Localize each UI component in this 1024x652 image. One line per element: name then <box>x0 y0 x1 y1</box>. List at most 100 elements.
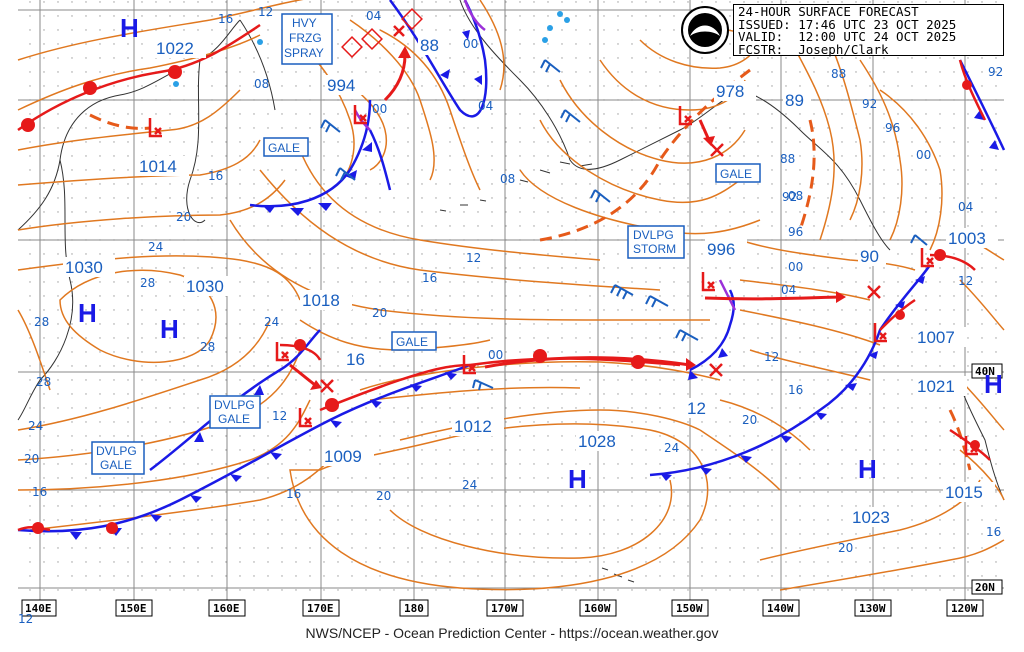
pressure-value: 1022 <box>156 39 194 58</box>
lon-label-120w: 120W <box>951 602 978 615</box>
isobar-label: 88 <box>780 152 795 166</box>
isobar-label: 28 <box>36 375 51 389</box>
lon-label-160e: 160E <box>213 602 240 615</box>
pressure-value: 1014 <box>139 157 177 176</box>
pressure-center-letters: H H H H H H <box>78 13 1003 494</box>
header-forecaster: FCSTR: Joseph/Clark <box>738 41 889 57</box>
isobar-label: 24 <box>664 441 679 455</box>
pressure-value: 1015 <box>945 483 983 502</box>
isobar-label: 08 <box>254 77 269 91</box>
pressure-value: 978 <box>716 82 744 101</box>
pressure-value: 1030 <box>65 258 103 277</box>
warning-text: FRZG <box>289 31 322 45</box>
forecast-header: 24-HOUR SURFACE FORECAST ISSUED: 17:46 UT… <box>733 4 1004 56</box>
wind-barbs <box>320 59 928 391</box>
high-center-letter: H <box>858 454 877 484</box>
lon-label-160w: 160W <box>584 602 611 615</box>
pressure-value: 1009 <box>324 447 362 466</box>
high-center-letter: H <box>78 298 97 328</box>
isobar-label: 16 <box>208 169 223 183</box>
longitude-axis: 140E 150E 160E 170E 180 170W 160W 150W 1… <box>21 363 1003 617</box>
isobar-label: 12 <box>466 251 481 265</box>
cold-front-barbs <box>70 30 999 540</box>
warning-text: GALE <box>100 458 132 472</box>
high-center-letter: H <box>160 314 179 344</box>
lon-label-150w: 150W <box>676 602 703 615</box>
high-center-letter: H <box>984 369 1003 399</box>
lon-label-170e: 170E <box>307 602 334 615</box>
isobar-label: 12 <box>258 5 273 19</box>
isobar-label: 88 <box>831 67 846 81</box>
warning-text: STORM <box>633 242 676 256</box>
isobar-label: 04 <box>781 283 796 297</box>
warning-text: GALE <box>396 335 428 349</box>
lon-label-150e: 150E <box>120 602 147 615</box>
isobar-label: 04 <box>478 99 493 113</box>
header-valid: VALID: 12:00 UTC 24 OCT 2025 <box>738 29 957 44</box>
pressure-value: 1018 <box>302 291 340 310</box>
isobar-label: 16 <box>32 485 47 499</box>
isobar-label: 24 <box>462 478 477 492</box>
pressure-value: 994 <box>327 76 355 95</box>
pressure-value: 12 <box>687 399 706 418</box>
isobar-label: 20 <box>176 210 191 224</box>
forecast-position-markers <box>320 25 881 393</box>
warning-text: HVY <box>292 16 317 30</box>
lon-label-140w: 140W <box>767 602 794 615</box>
warning-text: GALE <box>218 412 250 426</box>
lat-label-40n: 40N <box>975 365 995 378</box>
ice-markers <box>173 11 570 87</box>
lon-label-140e: 140E <box>25 602 52 615</box>
pressure-value: 1030 <box>186 277 224 296</box>
pressure-value: 88 <box>420 36 439 55</box>
lon-label-180: 180 <box>404 602 424 615</box>
isobar-label: 20 <box>838 541 853 555</box>
isobar-label: 20 <box>376 489 391 503</box>
pressure-value: 1023 <box>852 508 890 527</box>
lon-label-130w: 130W <box>859 602 886 615</box>
warning-boxes: HVY FRZG SPRAY GALE GALE GALE DVLPG STOR… <box>91 13 761 475</box>
pressure-value: 996 <box>707 240 735 259</box>
pressure-values: 1022 1014 1030 1030 994 1018 1009 1012 1… <box>63 35 998 527</box>
pressure-value: 16 <box>346 350 365 369</box>
warning-text: DVLPG <box>633 228 674 242</box>
header-issued: ISSUED: 17:46 UTC 23 OCT 2025 <box>738 16 957 32</box>
high-center-letter: H <box>568 464 587 494</box>
pressure-value: 1021 <box>917 377 955 396</box>
isobar-label: 12 <box>272 409 287 423</box>
isobar-label: 20 <box>372 306 387 320</box>
low-symbols <box>148 105 978 456</box>
noaa-logo <box>681 6 729 54</box>
isobar-label: 92 <box>862 97 877 111</box>
isobar-label: 08 <box>500 172 515 186</box>
isobar-label: 00 <box>916 148 931 162</box>
warning-text: DVLPG <box>214 398 255 412</box>
pressure-value: 89 <box>785 91 804 110</box>
freezing-spray-markers <box>341 8 423 58</box>
isobar-label: 00 <box>372 102 387 116</box>
isobar-label: 00 <box>488 348 503 362</box>
isobar-label: 20 <box>742 413 757 427</box>
isobar-label: 16 <box>422 271 437 285</box>
warning-text: GALE <box>268 141 300 155</box>
warning-text: GALE <box>720 167 752 181</box>
pressure-value: 90 <box>860 247 879 266</box>
movement-arrows <box>289 54 841 387</box>
isobar-label: 16 <box>286 487 301 501</box>
isobar-label: 24 <box>28 419 43 433</box>
coastlines <box>17 0 1005 583</box>
lon-label-170w: 170W <box>491 602 518 615</box>
isobar-label: 04 <box>958 200 973 214</box>
isobar-label: 28 <box>34 315 49 329</box>
arrow-heads <box>310 46 846 390</box>
isobar-label: 08 <box>788 189 803 203</box>
isobar-label: 92 <box>782 190 797 204</box>
lat-label-20n: 20N <box>975 581 995 594</box>
pressure-value: 1012 <box>454 417 492 436</box>
high-center-letter: H <box>120 13 139 43</box>
isobar-label: 24 <box>148 240 163 254</box>
isobar-label: 00 <box>463 37 478 51</box>
footer-credit: NWS/NCEP - Ocean Prediction Center - htt… <box>305 625 719 641</box>
isobar-label: 28 <box>200 340 215 354</box>
